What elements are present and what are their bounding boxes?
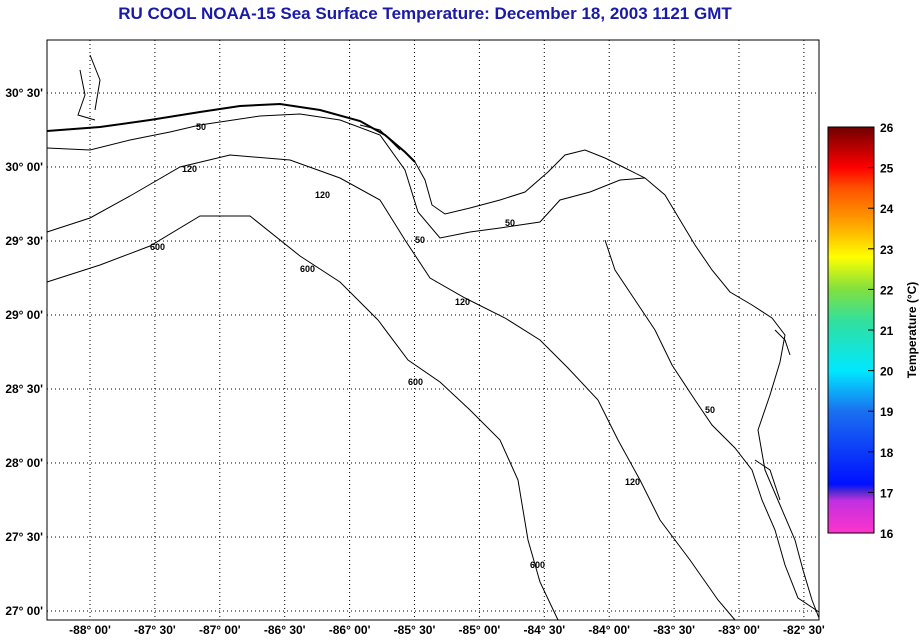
contour-label: 120 (455, 297, 470, 307)
colorbar-tick-label: 24 (880, 202, 894, 216)
colorbar-ticks: 26 25 24 23 22 21 20 19 18 17 16 (868, 121, 894, 541)
latitude-label: 30° 00' (5, 160, 43, 174)
latitude-label: 27° 30' (5, 530, 43, 544)
colorbar-tick-label: 17 (880, 486, 894, 500)
longitude-label: -86° 00' (329, 623, 371, 637)
contour-label: 50 (415, 235, 425, 245)
contour-50m-florida (604, 239, 820, 613)
latitude-label: 28° 30' (5, 382, 43, 396)
coastline (46, 102, 416, 163)
longitude-label: -85° 30' (394, 623, 436, 637)
longitude-label: -84° 00' (588, 623, 630, 637)
coastline-big-bend (414, 149, 820, 619)
colorbar-tick-label: 23 (880, 243, 894, 257)
latitude-label: 29° 30' (5, 234, 43, 248)
contour-label: 600 (300, 264, 315, 274)
contour-label: 600 (530, 560, 545, 570)
latitude-labels: 30° 30' 30° 00' 29° 30' 29° 00' 28° 30' 28° 0… (5, 86, 43, 618)
colorbar-tick-label: 19 (880, 405, 894, 419)
colorbar-label: Temperature (°C) (905, 282, 919, 379)
latitude-label: 27° 00' (5, 604, 43, 618)
contour-label: 50 (196, 122, 206, 132)
latitude-label: 29° 00' (5, 308, 43, 322)
longitude-labels: -88° 00' -87° 30' -87° 00' -86° 30' -86° 00'… (69, 623, 825, 637)
longitude-label: -87° 00' (199, 623, 241, 637)
longitude-label: -88° 00' (69, 623, 111, 637)
longitude-label: -83° 00' (718, 623, 760, 637)
contour-600m (46, 215, 559, 621)
longitude-label: -84° 30' (523, 623, 565, 637)
contour-label: 600 (408, 377, 423, 387)
colorbar-tick-label: 16 (880, 527, 894, 541)
contour-label: 120 (625, 477, 640, 487)
longitude-label: -85° 00' (459, 623, 501, 637)
longitude-label: -86° 30' (264, 623, 306, 637)
graticule (47, 40, 819, 620)
colorbar-tick-label: 22 (880, 283, 894, 297)
longitude-label: -83° 30' (653, 623, 695, 637)
colorbar-tick-label: 18 (880, 446, 894, 460)
contour-label: 50 (505, 218, 515, 228)
contour-label: 120 (315, 190, 330, 200)
latitude-label: 30° 30' (5, 86, 43, 100)
latitude-label: 28° 00' (5, 456, 43, 470)
contour-120m (46, 154, 736, 621)
colorbar-tick-label: 25 (880, 162, 894, 176)
contour-50m (46, 113, 646, 239)
colorbar-tick-label: 20 (880, 365, 894, 379)
contour-label: 50 (705, 405, 715, 415)
coastline-bays (77, 54, 791, 501)
contour-label: 120 (182, 164, 197, 174)
colorbar-tick-label: 26 (880, 121, 894, 135)
longitude-label: -87° 30' (134, 623, 176, 637)
longitude-label: -82° 30' (783, 623, 825, 637)
contour-label: 600 (150, 242, 165, 252)
colorbar-tick-label: 21 (880, 324, 894, 338)
map-frame (46, 39, 820, 621)
colorbar (827, 126, 875, 534)
map-title: RU COOL NOAA-15 Sea Surface Temperature:… (118, 4, 732, 23)
